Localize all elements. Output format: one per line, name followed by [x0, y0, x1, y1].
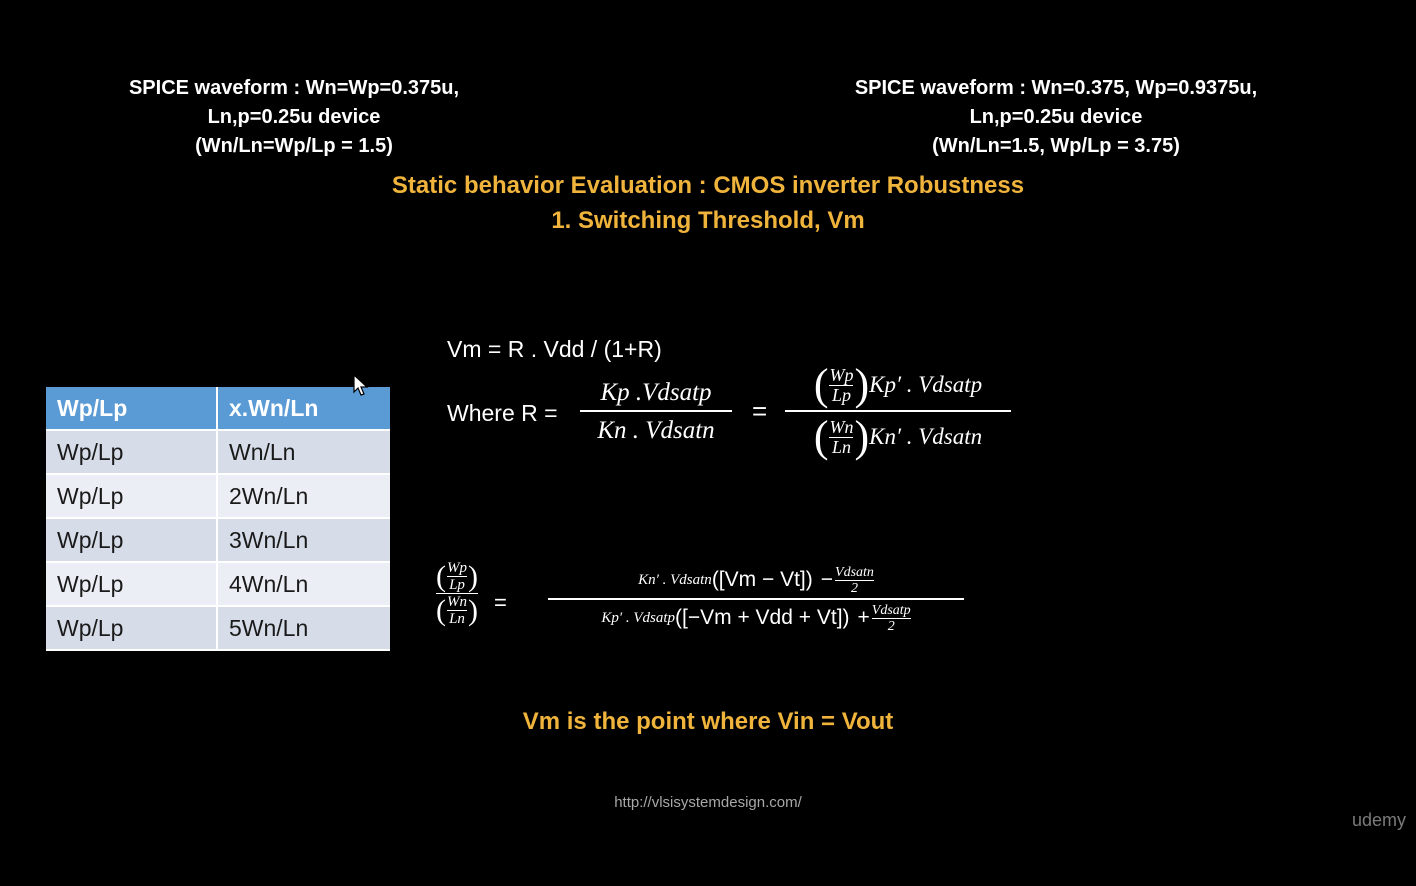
vm-minus-vt: ([Vm − Vt]): [711, 568, 813, 591]
wn-symbol: Wn: [447, 594, 467, 610]
fraction-bar: [447, 610, 467, 611]
minus-sign: −: [820, 568, 834, 591]
table-row: Wp/Lp 3Wn/Ln: [46, 518, 390, 563]
slide-subtitle: 1. Switching Threshold, Vm: [551, 207, 865, 234]
r-fraction: Kp .Vdsatp Kn . Vdsatn: [580, 376, 732, 446]
fraction-bar: [447, 576, 467, 577]
paren-open: (: [436, 559, 446, 593]
lp-symbol: Lp: [831, 384, 851, 405]
vdsatn-symbol: Vdsatn: [835, 564, 874, 580]
wn-over-ln: Wn Ln: [447, 594, 467, 627]
r-expanded-numerator: ( Wp Lp ) Kp′ . Vdsatp: [785, 360, 1011, 410]
fraction-bar: [829, 436, 854, 438]
vdsatp-symbol: Vdsatp: [871, 602, 911, 618]
conclusion-text: Vm is the point where Vin = Vout: [522, 708, 894, 735]
plus-sign: +: [857, 606, 870, 629]
fraction-bar: [785, 410, 1011, 412]
website-url: http://vlsisystemdesign.com/: [614, 794, 802, 811]
table-row: Wp/Lp Wn/Ln: [46, 430, 390, 475]
fraction-bar: [829, 384, 854, 386]
ratio-rhs-numerator: Kn′ . Vdsatn ([Vm − Vt]) − Vdsatn 2: [548, 562, 964, 598]
mouse-pointer-icon: [353, 374, 369, 396]
paren-open: (: [813, 360, 829, 409]
table-cell: Wp/Lp: [46, 474, 218, 519]
ratio-rhs-fraction: Kn′ . Vdsatn ([Vm − Vt]) − Vdsatn 2 Kp′ …: [548, 562, 964, 636]
table-cell: Wp/Lp: [46, 518, 218, 563]
caption-right-line-1: SPICE waveform : Wn=0.375, Wp=0.9375u,: [854, 77, 1258, 99]
table-cell: Wp/Lp: [46, 562, 218, 607]
kp-prime-vdsatp: Kp′ . Vdsatp: [601, 609, 676, 626]
two-symbol: 2: [887, 618, 895, 634]
width-ratio-table: Wp/Lp x.Wn/Ln Wp/Lp Wn/Ln Wp/Lp 2Wn/Ln W…: [46, 387, 390, 651]
ratio-lhs-bottom: ( Wn Ln ): [436, 594, 478, 627]
wp-over-lp: Wp Lp: [829, 364, 854, 405]
caption-right-line-3: (Wn/Ln=1.5, Wp/Lp = 3.75): [932, 135, 1180, 157]
table-cell: Wn/Ln: [216, 430, 390, 475]
caption-left-line-1: SPICE waveform : Wn=Wp=0.375u,: [128, 77, 460, 99]
table-cell: 5Wn/Ln: [216, 606, 390, 651]
table-cell: 4Wn/Ln: [216, 562, 390, 607]
wp-symbol: Wp: [447, 560, 467, 576]
slide-title: Static behavior Evaluation : CMOS invert…: [391, 172, 1025, 199]
neg-vm-plus-vdd-plus-vt: ([−Vm + Vdd + Vt]): [675, 606, 850, 629]
width-ratio-lhs: ( Wp Lp ) ( Wn Ln ): [435, 560, 479, 627]
fraction-bar: [835, 579, 874, 581]
table-row: Wp/Lp 2Wn/Ln: [46, 474, 390, 519]
paren-open: (: [813, 412, 829, 461]
two-symbol: 2: [850, 580, 858, 596]
paren-close: ): [468, 559, 478, 593]
vdsatn-half: Vdsatn 2: [835, 565, 874, 596]
table-cell: Wp/Lp: [46, 430, 218, 475]
table-row: Wp/Lp 5Wn/Ln: [46, 606, 390, 651]
fraction-bar: [548, 598, 964, 600]
wp-symbol: Wp: [829, 364, 854, 385]
kp-prime-vdsatp: Kp′ . Vdsatp: [869, 372, 983, 397]
fraction-bar: [436, 593, 478, 594]
ratio-lhs-fraction: ( Wp Lp ) ( Wn Ln ): [436, 560, 478, 627]
lp-symbol: Lp: [449, 577, 465, 593]
wn-over-ln: Wn Ln: [829, 416, 854, 457]
fraction-bar: [871, 617, 911, 619]
equals-sign: =: [752, 396, 768, 426]
fraction-bar: [580, 410, 732, 412]
vm-equation: Vm = R . Vdd / (1+R): [447, 336, 662, 362]
r-expanded-denominator: ( Wn Ln ) Kn′ . Vdsatn: [785, 412, 1011, 462]
kn-prime-vdsatn: Kn′ . Vdsatn: [869, 424, 983, 449]
wp-over-lp: Wp Lp: [447, 560, 467, 593]
ln-symbol: Ln: [831, 436, 851, 457]
r-expanded-fraction: ( Wp Lp ) Kp′ . Vdsatp ( Wn Ln ) Kn′ . V…: [785, 360, 1011, 462]
where-r-label: Where R =: [447, 400, 558, 426]
spice-caption-left: SPICE waveform : Wn=Wp=0.375u, Ln,p=0.25…: [94, 74, 494, 161]
wn-symbol: Wn: [829, 416, 854, 437]
caption-left-line-2: Ln,p=0.25u device: [207, 106, 381, 128]
table-cell: Wp/Lp: [46, 606, 218, 651]
table-cell: 3Wn/Ln: [216, 518, 390, 563]
ln-symbol: Ln: [449, 611, 465, 627]
paren-close: ): [468, 593, 478, 627]
equals-sign: =: [494, 590, 507, 615]
paren-open: (: [436, 593, 446, 627]
vdsatp-half: Vdsatp 2: [871, 602, 911, 634]
caption-right-line-2: Ln,p=0.25u device: [969, 106, 1143, 128]
r-denominator: Kn . Vdsatn: [597, 417, 715, 444]
table-header-row: Wp/Lp x.Wn/Ln: [46, 387, 390, 431]
spice-caption-right: SPICE waveform : Wn=0.375, Wp=0.9375u, L…: [806, 74, 1306, 161]
paren-close: ): [854, 360, 870, 409]
caption-left-line-3: (Wn/Ln=Wp/Lp = 1.5): [195, 135, 393, 157]
ratio-lhs-top: ( Wp Lp ): [436, 560, 478, 593]
kn-prime-vdsatn: Kn′ . Vdsatn: [638, 571, 712, 588]
table-row: Wp/Lp 4Wn/Ln: [46, 562, 390, 607]
udemy-logo: udemy: [1352, 810, 1407, 830]
ratio-rhs-denominator: Kp′ . Vdsatp ([−Vm + Vdd + Vt]) + Vdsatp…: [548, 600, 964, 636]
paren-close: ): [854, 412, 870, 461]
table-header-cell: Wp/Lp: [46, 387, 218, 431]
table-cell: 2Wn/Ln: [216, 474, 390, 519]
r-numerator: Kp .Vdsatp: [600, 379, 712, 406]
